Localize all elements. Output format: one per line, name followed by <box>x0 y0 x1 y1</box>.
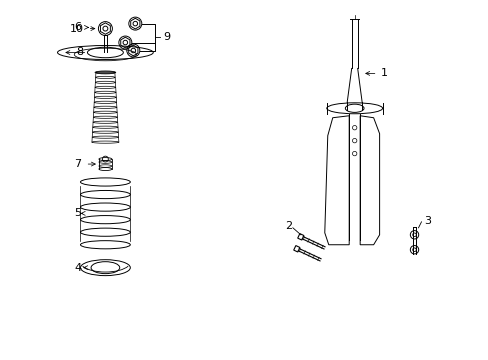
Text: 5: 5 <box>74 208 81 219</box>
Text: 3: 3 <box>424 216 430 226</box>
Text: 2: 2 <box>285 221 292 231</box>
Text: 1: 1 <box>380 68 387 78</box>
Text: 9: 9 <box>163 32 170 42</box>
Text: 7: 7 <box>74 159 81 169</box>
Text: 10: 10 <box>69 24 83 33</box>
Text: 4: 4 <box>74 263 81 273</box>
Text: 6: 6 <box>74 22 81 32</box>
Text: 8: 8 <box>76 48 83 58</box>
